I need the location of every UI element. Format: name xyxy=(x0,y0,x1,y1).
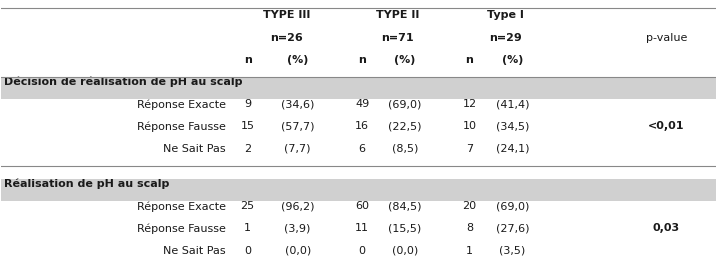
Bar xyxy=(1,179,716,201)
Text: 12: 12 xyxy=(462,99,477,109)
Text: 16: 16 xyxy=(355,121,369,131)
Text: (%): (%) xyxy=(287,55,308,65)
Text: Décision de réalisation de pH au scalp: Décision de réalisation de pH au scalp xyxy=(4,77,243,88)
Text: 6: 6 xyxy=(358,144,366,154)
Text: (34,5): (34,5) xyxy=(495,121,529,131)
Text: TYPE III: TYPE III xyxy=(263,10,310,20)
Text: (8,5): (8,5) xyxy=(391,144,418,154)
Text: (3,9): (3,9) xyxy=(285,223,311,233)
Text: (22,5): (22,5) xyxy=(389,121,422,131)
Text: Type I: Type I xyxy=(487,10,523,20)
Text: (3,5): (3,5) xyxy=(499,246,526,255)
Text: n=26: n=26 xyxy=(270,33,303,42)
Text: p-value: p-value xyxy=(645,33,687,42)
Text: (15,5): (15,5) xyxy=(389,223,422,233)
Text: (7,7): (7,7) xyxy=(285,144,311,154)
Text: 60: 60 xyxy=(355,201,369,211)
Text: (96,2): (96,2) xyxy=(281,201,315,211)
Text: (57,7): (57,7) xyxy=(281,121,315,131)
Bar xyxy=(1,77,716,99)
Text: 8: 8 xyxy=(466,223,473,233)
Text: 7: 7 xyxy=(466,144,473,154)
Text: n: n xyxy=(358,55,366,65)
Text: (0,0): (0,0) xyxy=(285,246,310,255)
Text: Réponse Exacte: Réponse Exacte xyxy=(137,201,226,212)
Text: 0: 0 xyxy=(358,246,366,255)
Text: 25: 25 xyxy=(240,201,255,211)
Text: 2: 2 xyxy=(244,144,251,154)
Text: TYPE II: TYPE II xyxy=(376,10,419,20)
Text: 49: 49 xyxy=(355,99,369,109)
Text: 11: 11 xyxy=(355,223,369,233)
Text: 9: 9 xyxy=(244,99,251,109)
Text: (%): (%) xyxy=(394,55,416,65)
Text: 10: 10 xyxy=(462,121,476,131)
Text: 20: 20 xyxy=(462,201,477,211)
Text: n: n xyxy=(465,55,473,65)
Text: Réalisation de pH au scalp: Réalisation de pH au scalp xyxy=(4,179,170,189)
Text: Réponse Fausse: Réponse Fausse xyxy=(137,121,226,132)
Text: 1: 1 xyxy=(244,223,251,233)
Text: Réponse Fausse: Réponse Fausse xyxy=(137,223,226,234)
Text: (%): (%) xyxy=(502,55,523,65)
Text: 0: 0 xyxy=(244,246,251,255)
Text: (69,0): (69,0) xyxy=(389,99,422,109)
Text: Ne Sait Pas: Ne Sait Pas xyxy=(163,144,226,154)
Text: n: n xyxy=(244,55,252,65)
Text: 1: 1 xyxy=(466,246,473,255)
Text: (41,4): (41,4) xyxy=(495,99,529,109)
Text: (0,0): (0,0) xyxy=(392,246,418,255)
Text: Réponse Exacte: Réponse Exacte xyxy=(137,99,226,110)
Text: <0,01: <0,01 xyxy=(648,121,685,131)
Text: 0,03: 0,03 xyxy=(652,223,680,233)
Text: (84,5): (84,5) xyxy=(389,201,422,211)
Text: (34,6): (34,6) xyxy=(281,99,314,109)
Text: n=29: n=29 xyxy=(489,33,521,42)
Text: n=71: n=71 xyxy=(381,33,414,42)
Text: (27,6): (27,6) xyxy=(495,223,529,233)
Text: (69,0): (69,0) xyxy=(495,201,529,211)
Text: Ne Sait Pas: Ne Sait Pas xyxy=(163,246,226,255)
Text: (24,1): (24,1) xyxy=(495,144,529,154)
Text: 15: 15 xyxy=(241,121,255,131)
